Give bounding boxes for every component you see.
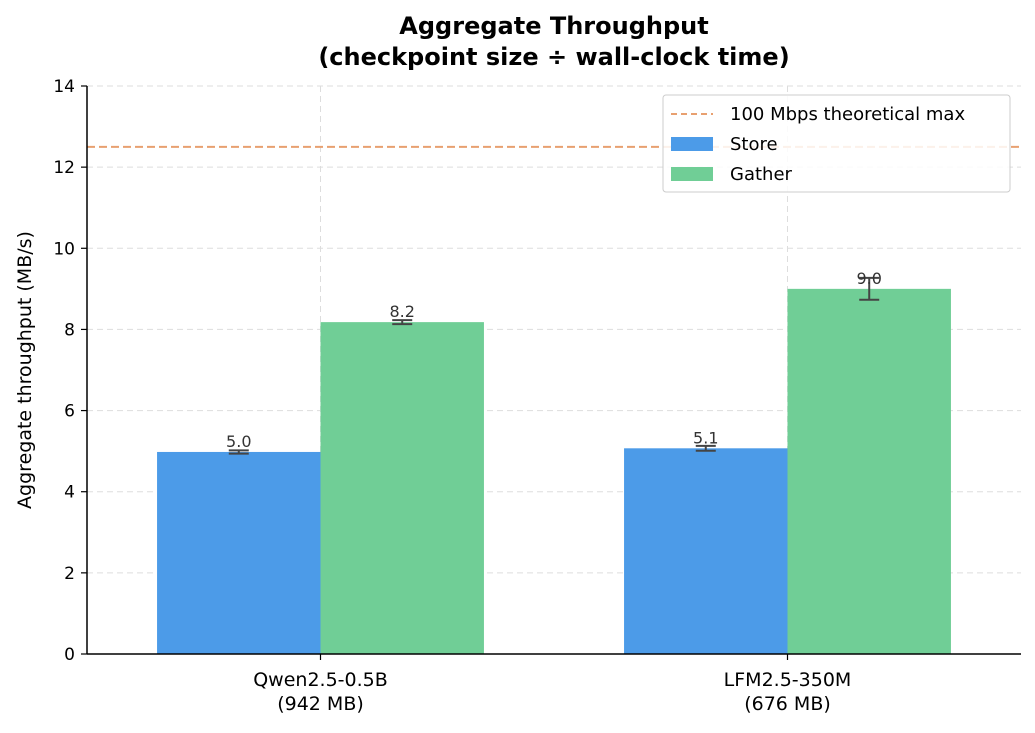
y-tick-label: 14 bbox=[53, 77, 75, 97]
legend-swatch-store bbox=[671, 137, 713, 151]
bar-value-label: 5.0 bbox=[226, 432, 251, 451]
bars: 5.0 5.1 8.2 9.0 bbox=[157, 269, 951, 654]
legend-label: Store bbox=[730, 134, 778, 155]
y-tick-label: 12 bbox=[53, 158, 75, 178]
legend-label: 100 Mbps theoretical max bbox=[730, 104, 965, 125]
x-tick-label: (676 MB) bbox=[744, 693, 831, 715]
bar-store bbox=[624, 448, 788, 654]
x-tick-label: Qwen2.5-0.5B bbox=[253, 669, 388, 691]
bar-value-label: 5.1 bbox=[693, 428, 718, 447]
bar-gather bbox=[320, 322, 484, 654]
legend: 100 Mbps theoretical max Store Gather bbox=[662, 94, 1011, 193]
y-tick-label: 2 bbox=[64, 564, 75, 584]
chart-title-line-1: Aggregate Throughput bbox=[399, 12, 708, 40]
x-tick-label: (942 MB) bbox=[277, 693, 364, 715]
bar-store bbox=[157, 451, 321, 654]
y-tick-label: 6 bbox=[64, 402, 75, 422]
y-tick-label: 10 bbox=[53, 239, 75, 259]
axes: 0 2 4 6 8 10 12 14 Qwen2.5-0.5B(942 MB) LFM2.5-35… bbox=[53, 77, 1021, 715]
bar-value-label: 9.0 bbox=[856, 269, 881, 288]
x-tick-label: LFM2.5-350M bbox=[724, 669, 852, 691]
bar-value-label: 8.2 bbox=[389, 302, 414, 321]
y-tick-label: 4 bbox=[64, 483, 75, 503]
y-tick-label: 8 bbox=[64, 320, 75, 340]
y-axis-label: Aggregate throughput (MB/s) bbox=[14, 231, 36, 509]
bar-gather bbox=[787, 288, 951, 654]
legend-box bbox=[662, 94, 1011, 193]
y-tick-label: 0 bbox=[64, 645, 75, 665]
legend-swatch-gather bbox=[671, 167, 713, 181]
chart-title-line-2: (checkpoint size ÷ wall-clock time) bbox=[318, 43, 789, 71]
legend-label: Gather bbox=[730, 164, 793, 185]
